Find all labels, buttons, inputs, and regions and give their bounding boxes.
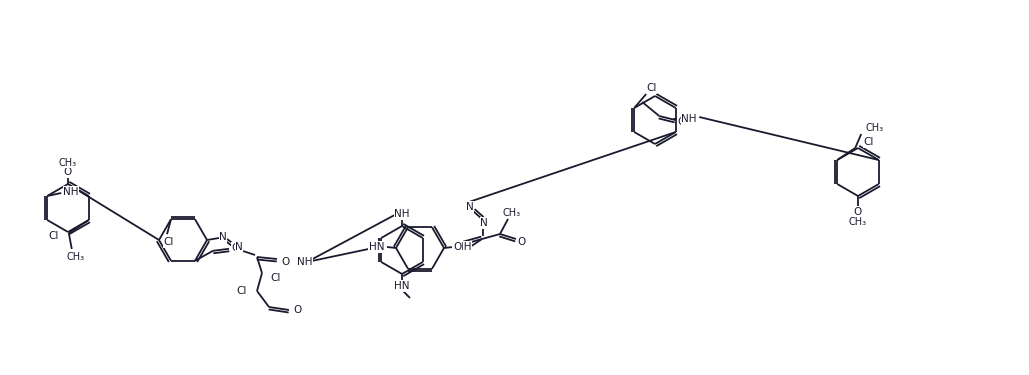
Text: N: N bbox=[481, 218, 488, 228]
Text: CH₃: CH₃ bbox=[67, 252, 84, 262]
Text: N: N bbox=[466, 202, 474, 212]
Text: NH: NH bbox=[64, 187, 79, 197]
Text: Cl: Cl bbox=[646, 83, 657, 93]
Text: Cl: Cl bbox=[863, 137, 874, 147]
Text: HN: HN bbox=[394, 281, 410, 291]
Text: N: N bbox=[235, 242, 243, 252]
Text: O: O bbox=[64, 167, 72, 177]
Text: Cl: Cl bbox=[48, 231, 59, 241]
Text: Cl: Cl bbox=[164, 237, 174, 247]
Text: CH₃: CH₃ bbox=[849, 217, 867, 227]
Text: CH₃: CH₃ bbox=[59, 158, 77, 168]
Text: O: O bbox=[453, 242, 461, 252]
Text: O: O bbox=[677, 117, 685, 127]
Text: CH₃: CH₃ bbox=[865, 123, 883, 133]
Text: CH₃: CH₃ bbox=[503, 208, 521, 218]
Text: O: O bbox=[293, 305, 301, 315]
Text: NH: NH bbox=[297, 257, 313, 267]
Text: O: O bbox=[518, 237, 526, 247]
Text: NH: NH bbox=[681, 114, 697, 124]
Text: Cl: Cl bbox=[237, 286, 247, 296]
Text: NH: NH bbox=[456, 242, 471, 252]
Text: NH: NH bbox=[394, 209, 410, 219]
Text: O: O bbox=[281, 257, 289, 267]
Text: O: O bbox=[854, 207, 862, 217]
Text: N: N bbox=[219, 232, 226, 242]
Text: HN: HN bbox=[368, 242, 384, 252]
Text: Cl: Cl bbox=[270, 273, 280, 283]
Text: O: O bbox=[232, 243, 240, 253]
